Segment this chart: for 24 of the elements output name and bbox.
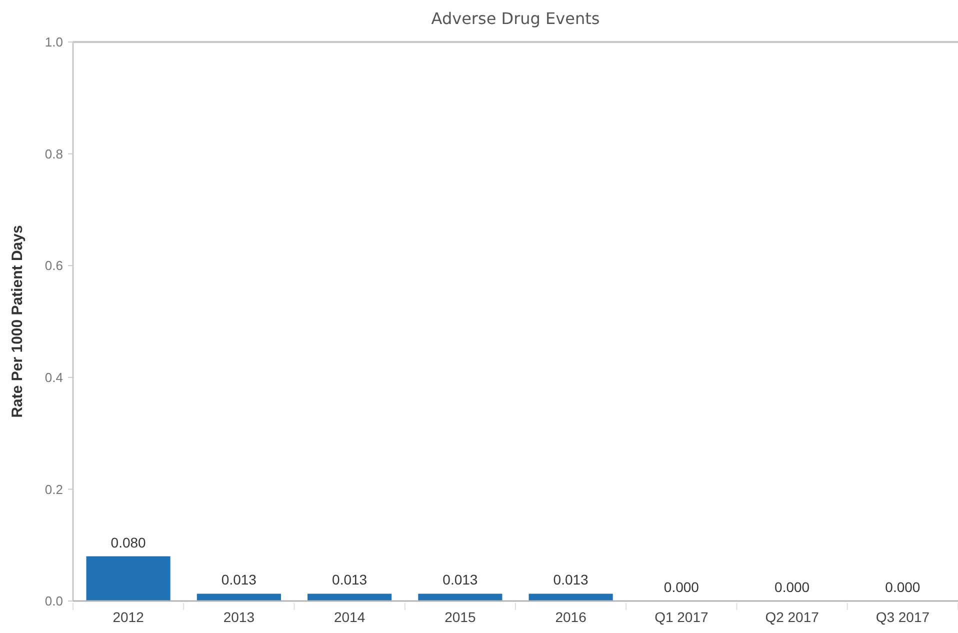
y-tick-label: 0.0 xyxy=(44,594,63,609)
chart-title: Adverse Drug Events xyxy=(431,9,600,28)
y-tick-label: 1.0 xyxy=(44,34,63,50)
x-tick-label: Q2 2017 xyxy=(765,609,820,625)
y-tick-label: 0.8 xyxy=(44,146,63,162)
x-tick-label: 2013 xyxy=(223,609,255,625)
data-label: 0.000 xyxy=(664,579,700,595)
y-tick-label: 0.2 xyxy=(44,482,63,497)
y-tick-label: 0.4 xyxy=(44,370,63,385)
data-label: 0.013 xyxy=(332,572,368,588)
x-tick-label: 2015 xyxy=(444,609,476,625)
data-label: 0.013 xyxy=(442,572,478,588)
x-tick-label: Q1 2017 xyxy=(654,609,708,625)
data-label: 0.000 xyxy=(885,579,920,595)
data-label: 0.013 xyxy=(553,572,589,588)
x-tick-label: 2014 xyxy=(334,609,366,625)
x-tick-label: Q3 2017 xyxy=(876,609,930,625)
data-label: 0.080 xyxy=(110,534,146,550)
y-axis-title: Rate Per 1000 Patient Days xyxy=(9,225,26,418)
data-label: 0.000 xyxy=(774,579,810,595)
y-tick-label: 0.6 xyxy=(44,258,63,274)
x-tick-label: 2016 xyxy=(555,609,587,625)
x-tick-label: 2012 xyxy=(112,609,144,625)
data-label: 0.013 xyxy=(221,572,257,588)
